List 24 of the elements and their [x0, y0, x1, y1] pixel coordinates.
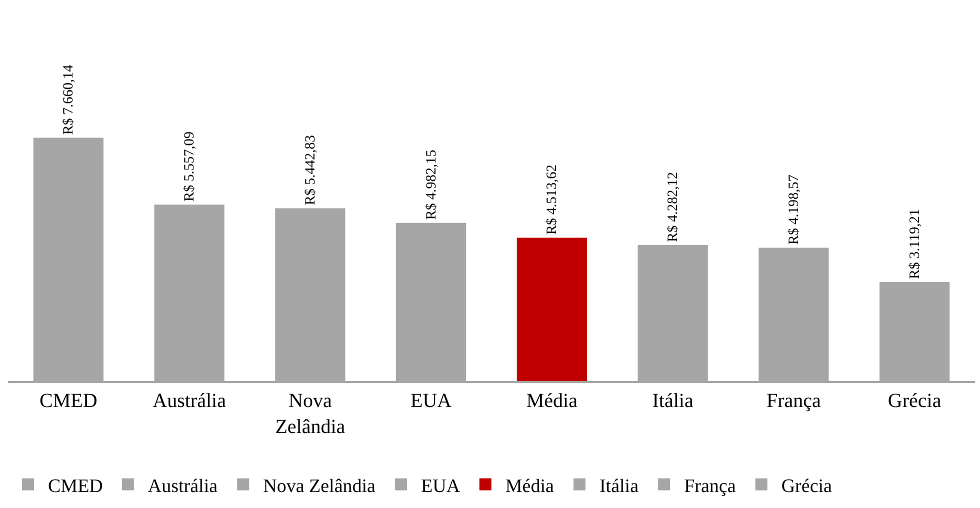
data-label: R$ 5.442,83 — [302, 135, 318, 206]
data-label: R$ 7.660,14 — [60, 64, 77, 135]
data-label: R$ 4.198,57 — [786, 174, 802, 245]
x-tick-label: Austrália — [152, 390, 226, 412]
legend-label: Itália — [599, 476, 640, 497]
legend-label: Nova Zelândia — [263, 476, 376, 497]
data-label: R$ 4.982,15 — [423, 150, 440, 220]
legend-label: Grécia — [781, 476, 833, 497]
legend-label: EUA — [421, 476, 460, 497]
legend-label: França — [684, 476, 736, 497]
legend-label: CMED — [48, 476, 103, 497]
data-label: R$ 3.119,21 — [906, 208, 923, 279]
x-tick-label: Itália — [652, 390, 694, 412]
x-tick-label: CMED — [40, 390, 98, 412]
x-tick-label: Média — [526, 390, 578, 412]
legend-label: Austrália — [148, 476, 218, 497]
x-tick-label: EUA — [410, 390, 452, 412]
data-label: R$ 4.513,62 — [544, 164, 560, 235]
x-tick-label: Nova Zelândia — [275, 390, 346, 438]
x-tick-label: Grécia — [888, 390, 942, 412]
legend-label: Média — [505, 476, 554, 497]
data-label: R$ 4.282,12 — [665, 172, 682, 242]
data-label: R$ 5.557,09 — [182, 131, 198, 202]
x-tick-label: França — [766, 390, 822, 412]
